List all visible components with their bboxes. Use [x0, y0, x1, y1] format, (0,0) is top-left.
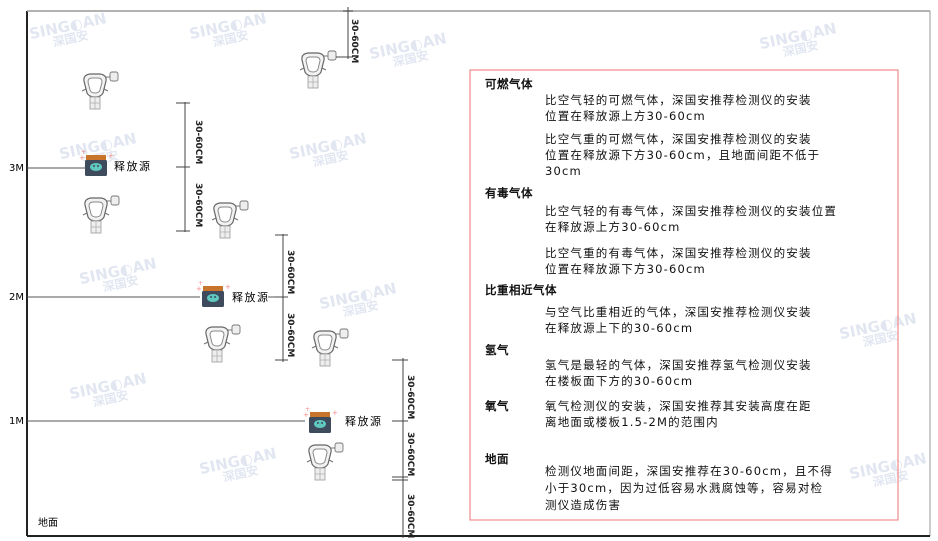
heading-ground: 地面	[485, 452, 509, 466]
gas-detector-icon	[82, 195, 120, 234]
dimension-label: 30-60CM	[405, 375, 415, 419]
heading-flammable: 可燃气体	[485, 77, 533, 91]
ground-label: 地面	[38, 516, 58, 529]
dimension-lines	[176, 7, 408, 538]
release-source-icon	[196, 280, 231, 307]
text-line: 小于30cm，因为过低容易水溅腐蚀等，容易对检	[545, 481, 824, 495]
text-line: 在释放源上下的30-60cm	[545, 321, 694, 335]
text-line: 比空气重的可燃气体，深国安推荐检测仪的安装	[545, 132, 812, 146]
text-line: 在释放源上方30-60cm	[545, 220, 681, 234]
gas-detector-icon	[203, 324, 241, 363]
gas-detector-icon	[299, 50, 337, 89]
gas-detector-icon	[81, 71, 119, 110]
text-line: 比空气重的有毒气体，深国安推荐检测仪的安装	[545, 246, 812, 260]
gas-detector-icon	[311, 328, 349, 367]
text-line: 检测仪地面间距，深国安推荐在30-60cm，且不得	[545, 464, 833, 478]
heading-toxic: 有毒气体	[485, 186, 533, 200]
dimension-label: 30-60CM	[349, 19, 359, 63]
level-label-3m: 3M	[9, 163, 24, 174]
text-line: 氧气检测仪的安装，深国安推荐其安装高度在距	[545, 399, 812, 413]
release-source-label: 释放源	[114, 159, 152, 173]
gas-detector-icon	[211, 200, 249, 239]
text-line: 位置在释放源下方30-60cm，且地面间距不低于	[545, 148, 821, 162]
release-source-label: 释放源	[232, 290, 270, 304]
text-line: 测仪造成伤害	[545, 498, 622, 512]
dimension-label: 30-60CM	[285, 313, 295, 357]
heading-hydrogen: 氢气	[485, 343, 509, 357]
heading-similar: 比重相近气体	[485, 283, 557, 297]
text-line: 比空气轻的可燃气体，深国安推荐检测仪的安装	[545, 93, 812, 107]
dimension-label: 30-60CM	[193, 183, 203, 227]
release-source-icon	[79, 149, 114, 176]
info-box	[469, 69, 899, 521]
level-label-1m: 1M	[9, 416, 24, 427]
dimension-label: 30-60CM	[285, 250, 295, 294]
text-line: 与空气比重相近的气体，深国安推荐检测仪安装	[545, 305, 812, 319]
text-line: 位置在释放源上方30-60cm	[545, 109, 706, 123]
text-line: 30cm	[545, 164, 582, 178]
text-line: 位置在释放源下方30-60cm	[545, 262, 706, 276]
heading-oxygen: 氧气	[485, 399, 509, 413]
dimension-label: 30-60CM	[405, 432, 415, 476]
text-line: 氢气是最轻的气体，深国安推荐氢气检测仪安装	[545, 358, 812, 372]
release-source-label: 释放源	[345, 414, 383, 428]
gas-detector-icon	[306, 442, 344, 481]
release-source-icon	[303, 406, 338, 433]
dimension-label: 30-60CM	[405, 494, 415, 538]
text-line: 离地面或楼板1.5-2M的范围内	[545, 415, 719, 429]
dimension-label: 30-60CM	[193, 120, 203, 164]
level-label-2m: 2M	[9, 292, 24, 303]
text-line: 比空气轻的有毒气体，深国安推荐检测仪的安装位置	[545, 204, 838, 218]
text-line: 在楼板面下方的30-60cm	[545, 374, 694, 388]
